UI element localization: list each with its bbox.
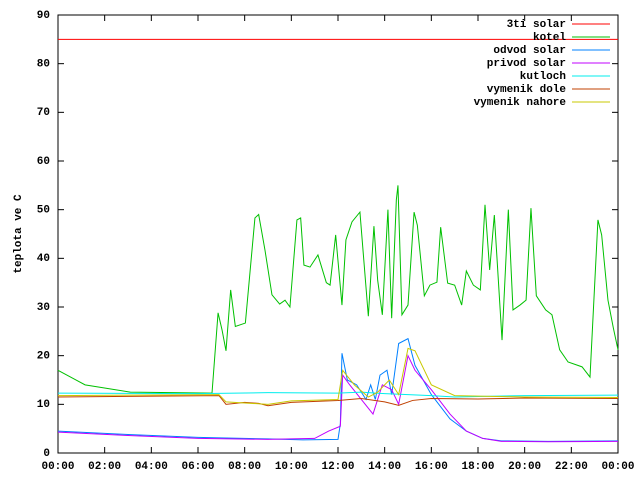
- x-tick-label: 00:00: [601, 461, 634, 473]
- legend-label: vymenik nahore: [474, 97, 567, 109]
- x-tick-label: 18:00: [461, 461, 494, 473]
- x-tick-label: 08:00: [228, 461, 261, 473]
- y-tick-label: 50: [37, 205, 50, 217]
- y-tick-label: 70: [37, 107, 50, 119]
- legend-label: 3ti solar: [507, 19, 566, 31]
- x-tick-label: 16:00: [415, 461, 448, 473]
- x-tick-label: 00:00: [41, 461, 74, 473]
- y-tick-label: 80: [37, 59, 50, 71]
- legend-label: privod solar: [487, 58, 566, 70]
- y-tick-label: 90: [37, 10, 50, 22]
- series-line: [57, 347, 619, 405]
- series-line: [57, 395, 619, 407]
- x-tick-label: 02:00: [88, 461, 121, 473]
- x-tick-label: 14:00: [368, 461, 401, 473]
- y-tick-label: 20: [37, 351, 50, 363]
- legend-label: vymenik dole: [487, 84, 567, 96]
- y-axis-label: teplota ve C: [13, 194, 25, 274]
- legend-label: odvod solar: [493, 45, 566, 57]
- x-tick-label: 10:00: [275, 461, 308, 473]
- y-tick-label: 60: [37, 156, 50, 168]
- series-line: [57, 337, 619, 442]
- series-line: [57, 185, 619, 394]
- y-tick-label: 40: [37, 253, 50, 265]
- legend-label: kotel: [533, 32, 566, 44]
- x-tick-label: 06:00: [181, 461, 214, 473]
- x-tick-label: 22:00: [555, 461, 588, 473]
- y-tick-label: 30: [37, 302, 50, 314]
- legend-label: kutloch: [520, 71, 566, 83]
- y-tick-label: 10: [37, 399, 50, 411]
- series-line: [57, 354, 619, 443]
- x-tick-label: 04:00: [135, 461, 168, 473]
- x-tick-label: 12:00: [321, 461, 354, 473]
- x-tick-label: 20:00: [508, 461, 541, 473]
- y-tick-label: 0: [43, 448, 50, 460]
